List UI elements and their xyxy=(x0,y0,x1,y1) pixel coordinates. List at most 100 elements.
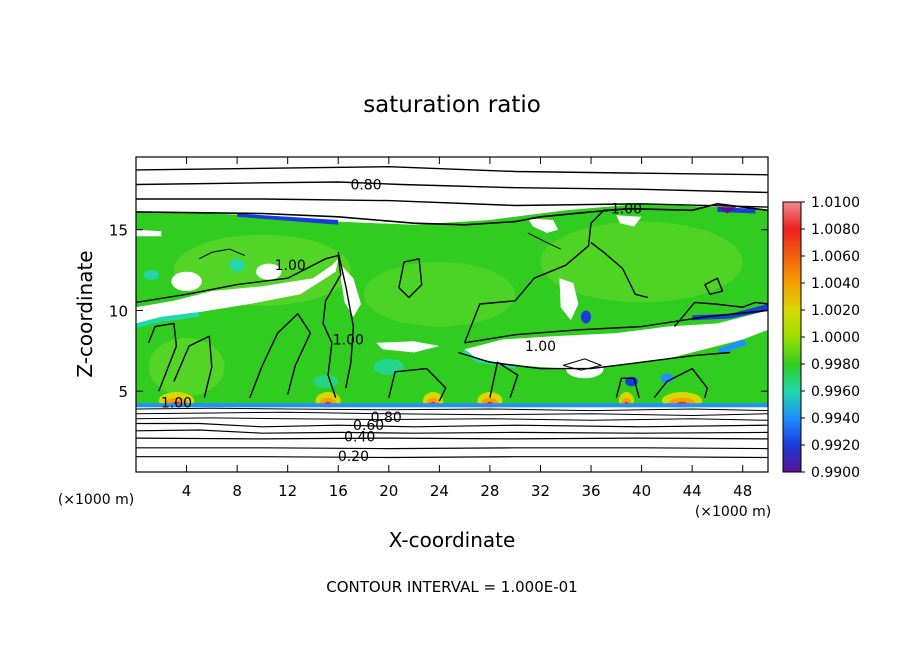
contour-label: 0.20 xyxy=(338,449,369,465)
x-tick-label: 8 xyxy=(232,482,242,500)
contour-lines xyxy=(136,166,768,459)
colorbar-segment xyxy=(783,337,801,364)
x-axis-label: X-coordinate xyxy=(389,528,516,552)
colorbar-label: 0.9980 xyxy=(811,357,860,373)
field-fringe xyxy=(373,358,404,376)
field-fringe xyxy=(143,270,159,280)
contour-line xyxy=(563,358,602,371)
x-axis-unit-right: (×1000 m) xyxy=(695,504,771,520)
field-fringe xyxy=(136,312,200,329)
contour-line xyxy=(388,367,447,402)
y-tick-label: 15 xyxy=(109,222,128,240)
colorbar-segment xyxy=(783,229,801,256)
contour-label: 1.00 xyxy=(525,339,556,355)
colorbar-label: 0.9920 xyxy=(811,438,860,454)
field-lower-clear xyxy=(136,410,768,472)
contour-label: 1.00 xyxy=(161,396,192,412)
contour-line xyxy=(458,351,731,370)
contour-label: 0.40 xyxy=(344,429,375,445)
x-tick-label: 28 xyxy=(480,482,499,500)
contour-line xyxy=(653,367,708,399)
field-void xyxy=(616,215,642,227)
contour-line xyxy=(463,208,630,344)
contour-line xyxy=(136,429,768,434)
plot-frame xyxy=(135,156,769,473)
colorbar-label: 1.0040 xyxy=(811,276,860,292)
contour-label: 1.00 xyxy=(275,258,306,274)
colorbar-label: 0.9900 xyxy=(811,465,860,481)
field-rim-purple xyxy=(717,207,737,214)
colorbar-label: 1.0100 xyxy=(811,195,860,211)
field-void xyxy=(136,229,162,237)
field-void xyxy=(559,278,579,321)
contour-line xyxy=(136,407,768,412)
field-void xyxy=(136,258,339,324)
colorbar-segment xyxy=(783,364,801,391)
x-tick-label: 24 xyxy=(430,482,449,500)
colorbar-segment xyxy=(783,418,801,445)
x-tick-label: 36 xyxy=(581,482,600,500)
contour-line xyxy=(198,248,245,260)
field-fringe xyxy=(229,258,245,272)
y-axis-ticks: 5 10 15 xyxy=(109,222,768,401)
contour-line xyxy=(704,277,724,295)
contour-line xyxy=(136,203,768,226)
colorbar-label: 1.0060 xyxy=(811,249,860,265)
x-tick-label: 12 xyxy=(278,482,297,500)
field-void xyxy=(171,271,202,292)
y-tick-label: 5 xyxy=(118,383,128,401)
contour-line xyxy=(136,254,342,398)
x-tick-label: 16 xyxy=(329,482,348,500)
x-tick-label: 20 xyxy=(379,482,398,500)
contour-line xyxy=(136,411,768,416)
field-void xyxy=(256,263,282,280)
contour-line xyxy=(337,252,355,389)
contour-line xyxy=(489,361,519,398)
field-rim xyxy=(237,213,339,225)
contour-label: 0.80 xyxy=(371,410,402,426)
field-fringe xyxy=(660,373,674,384)
contour-line xyxy=(136,417,768,421)
contour-line xyxy=(398,258,423,299)
x-tick-label: 48 xyxy=(733,482,752,500)
x-tick-label: 4 xyxy=(182,482,192,500)
field-void xyxy=(527,218,559,233)
colorbar-segment xyxy=(783,256,801,283)
colorbar-segment xyxy=(783,202,801,229)
field-fringe xyxy=(312,375,339,388)
contour-label: 0.60 xyxy=(353,418,384,434)
colorbar: 1.0100 1.0080 1.0060 1.0040 1.0020 1.0000 0.99… xyxy=(782,195,860,481)
field-fringe xyxy=(717,339,748,355)
contour-line xyxy=(615,377,640,398)
contour-line xyxy=(136,181,768,194)
x-axis-ticks: 4 8 12 16 20 24 28 32 36 40 44 48 xyxy=(182,157,752,500)
contour-label: 1.00 xyxy=(333,333,364,349)
contour-interval-note: CONTOUR INTERVAL = 1.000E-01 xyxy=(326,578,577,596)
contour-line xyxy=(136,422,768,428)
contour-line xyxy=(527,232,561,250)
colorbar-label: 0.9960 xyxy=(811,384,860,400)
y-tick-label: 10 xyxy=(109,302,128,320)
colorbar-segment xyxy=(783,391,801,418)
chart-title: saturation ratio xyxy=(363,92,541,118)
colorbar-segment xyxy=(783,445,801,472)
contour-line xyxy=(136,437,768,440)
colorbar-label: 1.0020 xyxy=(811,303,860,319)
contour-line xyxy=(173,335,213,398)
colorbar-label: 1.0000 xyxy=(811,330,860,346)
contour-labels: 0.801.001.001.001.001.000.800.600.400.20 xyxy=(161,177,642,465)
x-tick-label: 44 xyxy=(683,482,702,500)
field-fringe xyxy=(580,310,592,324)
x-tick-label: 40 xyxy=(632,482,651,500)
contour-line xyxy=(673,301,768,328)
x-tick-label: 32 xyxy=(531,482,550,500)
field-variation xyxy=(540,221,743,303)
contour-line xyxy=(136,166,768,176)
contour-label: 0.80 xyxy=(350,177,381,193)
field-base-band xyxy=(136,403,768,408)
colorbar-label: 1.0080 xyxy=(811,222,860,238)
contour-line xyxy=(464,309,768,344)
plot-area xyxy=(136,166,768,472)
x-axis-unit-left: (×1000 m) xyxy=(58,492,134,508)
